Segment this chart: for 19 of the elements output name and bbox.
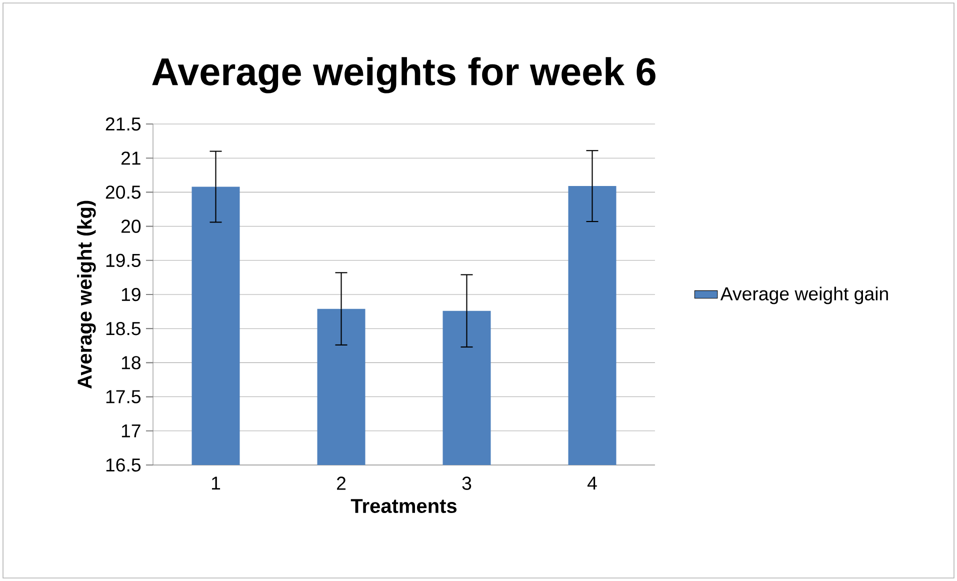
x-tick-label: 4 xyxy=(587,476,597,490)
y-tick-label: 18.5 xyxy=(106,322,141,336)
y-tick-label: 21.5 xyxy=(106,117,141,131)
legend-label: Average weight gain xyxy=(720,286,888,304)
y-tick-label: 19.5 xyxy=(106,254,141,268)
x-tick-label: 1 xyxy=(212,476,220,490)
x-tick-label: 3 xyxy=(462,476,472,490)
y-tick-label: 21 xyxy=(121,152,140,165)
y-tick-label: 18 xyxy=(122,356,140,370)
y-tick-label: 17.5 xyxy=(106,390,141,404)
y-tick-label: 20 xyxy=(121,220,141,233)
y-tick-label: 17 xyxy=(122,424,140,438)
y-tick-label: 16.5 xyxy=(106,458,141,472)
chart-title: Average weights for week 6 xyxy=(152,57,656,94)
y-tick-label: 20.5 xyxy=(106,186,141,199)
x-axis-title: Treatments xyxy=(350,499,457,514)
y-axis-title: Average weight (kg) xyxy=(77,200,96,389)
x-tick-label: 2 xyxy=(337,476,346,490)
y-tick-label: 19 xyxy=(122,288,140,302)
